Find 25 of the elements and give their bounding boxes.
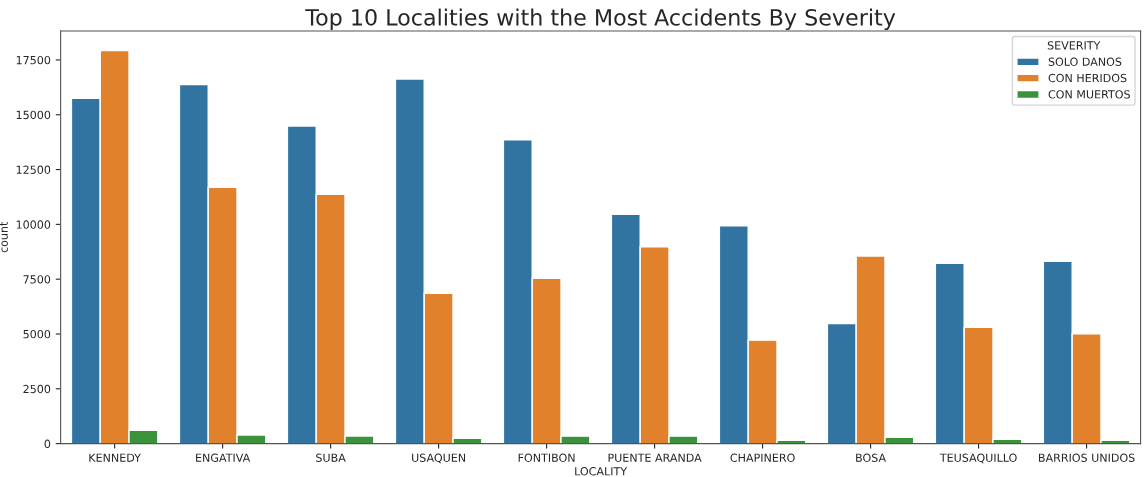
x-tick-label: SUBA bbox=[316, 453, 346, 462]
x-tick-label: BARRIOS UNIDOS bbox=[1038, 453, 1135, 462]
x-tick-label: ENGATIVA bbox=[196, 453, 251, 462]
x-tick-label: FONTIBON bbox=[518, 453, 575, 462]
y-tick-label: 17500 bbox=[16, 55, 51, 65]
y-tick-label: 2500 bbox=[23, 384, 51, 394]
y-tick-label: 0 bbox=[44, 439, 51, 448]
y-tick-label: 15000 bbox=[16, 110, 51, 120]
legend-title: SEVERITY bbox=[1047, 41, 1101, 50]
x-tick-label: PUENTE ARANDA bbox=[608, 453, 702, 462]
x-tick-label: KENNEDY bbox=[89, 453, 141, 462]
x-tick-label: TEUSAQUILLO bbox=[939, 453, 1017, 464]
legend-label: SOLO DANOS bbox=[1048, 57, 1122, 66]
y-tick-label: 12500 bbox=[16, 165, 51, 174]
x-tick-label: CHAPINERO bbox=[730, 453, 795, 462]
y-tick-label: 5000 bbox=[23, 329, 51, 339]
legend-label: CON MUERTOS bbox=[1048, 90, 1130, 99]
legend-label: CON HERIDOS bbox=[1048, 73, 1127, 83]
y-tick-label: 10000 bbox=[16, 220, 51, 229]
x-tick-label: USAQUEN bbox=[412, 453, 466, 464]
x-axis-title: LOCALITY bbox=[575, 467, 628, 476]
chart-title: Top 10 Localities with the Most Accidents By Severity bbox=[305, 8, 896, 31]
y-axis-title: count bbox=[0, 221, 8, 253]
y-tick-label: 7500 bbox=[23, 275, 51, 284]
x-tick-label: BOSA bbox=[856, 453, 887, 462]
